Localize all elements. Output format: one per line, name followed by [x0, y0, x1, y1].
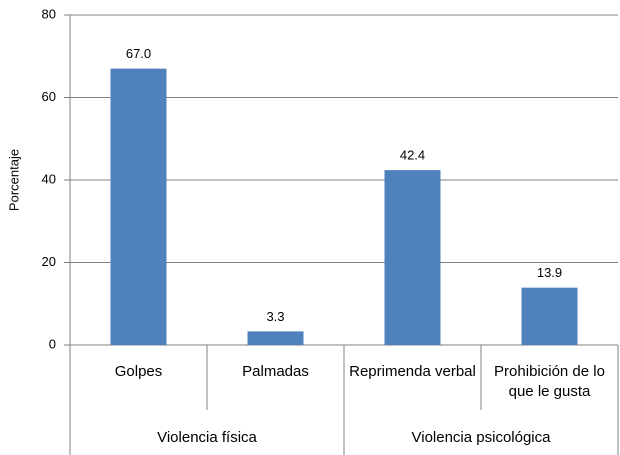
bar [247, 331, 304, 345]
data-label: 67.0 [126, 46, 151, 61]
y-tick-label: 60 [42, 89, 56, 104]
data-label: 42.4 [400, 148, 425, 163]
x-tick-label: Reprimenda verbal [349, 363, 476, 380]
x-tick-label: Golpes [114, 363, 163, 380]
y-tick-label: 40 [42, 171, 56, 186]
y-tick-label: 20 [42, 254, 56, 269]
y-axis-label: Porcentaje [6, 149, 21, 211]
bar [384, 170, 441, 345]
group-label: Violencia física [157, 429, 257, 446]
data-label: 13.9 [537, 265, 562, 280]
y-tick-label: 0 [49, 336, 56, 351]
y-tick-label: 80 [42, 6, 56, 21]
x-tick-label: Palmadas [242, 363, 309, 380]
data-label: 3.3 [266, 309, 284, 324]
bar [110, 68, 167, 345]
group-label: Violencia psicológica [411, 429, 551, 446]
bar [521, 287, 578, 345]
x-tick-label: Prohibición de lo que le gusta [494, 363, 605, 400]
